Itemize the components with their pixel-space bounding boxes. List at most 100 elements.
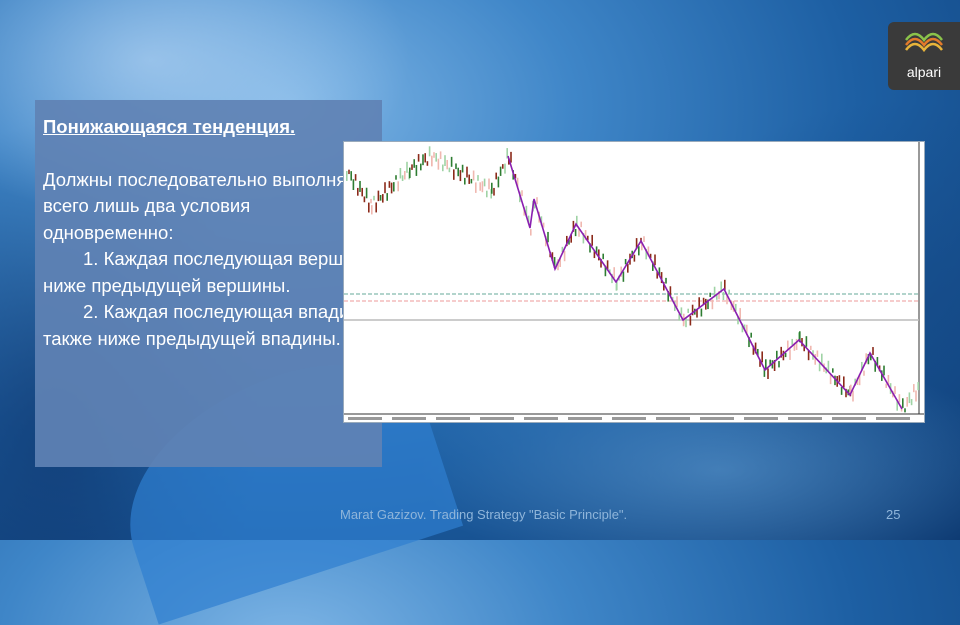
candlestick	[572, 220, 575, 232]
candlestick	[769, 359, 771, 366]
candlestick	[641, 241, 643, 251]
candlestick	[647, 246, 650, 257]
candlestick	[527, 215, 530, 224]
candlestick	[622, 271, 625, 282]
candlestick	[457, 167, 459, 177]
candlestick	[442, 164, 444, 172]
candlestick	[483, 178, 486, 187]
candlestick	[910, 399, 913, 406]
candlestick	[424, 153, 426, 163]
candlestick	[814, 354, 816, 365]
time-tick-label	[612, 417, 646, 420]
candlestick	[720, 281, 722, 293]
candlestick	[795, 338, 798, 350]
candlestick	[782, 350, 785, 361]
candlestick	[680, 307, 683, 316]
candlestick	[902, 398, 904, 408]
candlestick	[446, 159, 448, 170]
candlestick	[587, 235, 589, 241]
condition-1-text: 1. Каждая последующая вершина ниже преды…	[43, 248, 374, 296]
candlestick	[761, 351, 763, 363]
candlestick	[894, 386, 896, 395]
candlestick	[350, 171, 352, 181]
candlestick	[382, 194, 384, 203]
candlestick	[566, 235, 568, 247]
candlestick	[707, 299, 709, 310]
price-chart-image	[343, 141, 925, 423]
candlestick	[598, 249, 600, 261]
candlestick	[582, 232, 585, 244]
candlestick	[896, 399, 898, 411]
alpari-logo: alpari	[888, 22, 960, 90]
candlestick	[821, 353, 823, 365]
candlestick	[713, 286, 716, 298]
candlestick	[722, 292, 725, 301]
candlestick	[481, 181, 484, 193]
candlestick	[453, 169, 455, 180]
candlestick	[464, 177, 466, 185]
candlestick	[805, 336, 808, 347]
candlestick	[439, 151, 442, 160]
candlestick	[363, 196, 366, 203]
candlestick	[477, 175, 479, 181]
candlestick	[908, 392, 911, 404]
candlestick	[365, 187, 368, 199]
candlestick	[829, 374, 832, 385]
candlestick	[493, 187, 495, 196]
candlestick	[906, 397, 908, 407]
candlestick	[433, 152, 435, 158]
candlestick	[649, 253, 652, 259]
candlestick	[580, 221, 582, 228]
candlestick	[718, 291, 720, 300]
candlestick	[724, 279, 726, 291]
candlestick	[397, 181, 399, 192]
candlestick	[789, 349, 791, 360]
candlestick	[787, 340, 789, 351]
candlestick	[709, 292, 711, 297]
candlestick	[444, 155, 446, 167]
candlestick	[563, 250, 566, 262]
candlestick	[810, 345, 812, 351]
candlestick	[635, 238, 638, 249]
candlestick	[663, 282, 665, 291]
candlestick	[698, 297, 700, 309]
candlestick	[490, 189, 492, 199]
candlestick	[379, 195, 382, 201]
logo-text: alpari	[906, 64, 942, 80]
candlestick	[832, 368, 834, 373]
time-tick-label	[568, 417, 602, 420]
candlestick	[791, 338, 793, 345]
candlestick	[872, 347, 874, 355]
candlestick	[553, 257, 556, 269]
candlestick	[388, 181, 391, 188]
candlestick	[506, 148, 508, 159]
candlestick	[375, 202, 377, 213]
candlestick	[502, 164, 504, 169]
candlestick	[395, 175, 397, 180]
candlestick	[850, 384, 852, 394]
candlestick	[479, 182, 481, 191]
candlestick	[784, 352, 787, 358]
candlestick	[371, 205, 373, 215]
candlestick	[737, 316, 739, 325]
candlestick	[373, 195, 375, 201]
candlestick	[748, 336, 750, 348]
candlestick	[904, 408, 906, 413]
candlestick	[616, 281, 618, 291]
candlestick	[357, 187, 359, 196]
candlestick	[589, 243, 591, 253]
candlestick	[773, 359, 776, 371]
candlestick	[818, 363, 821, 372]
candlestick	[652, 261, 654, 271]
candlestick	[765, 359, 767, 370]
time-tick-label	[832, 417, 866, 420]
intro-text: Должны последовательно выполнятся всего …	[43, 168, 374, 243]
candlestick	[475, 182, 477, 193]
time-tick-label	[656, 417, 690, 420]
time-tick-label	[876, 417, 910, 420]
candlestick	[491, 182, 493, 194]
candlestick	[404, 171, 406, 180]
candlestick	[545, 236, 547, 247]
candlestick	[660, 272, 663, 284]
candlestick	[915, 390, 917, 402]
